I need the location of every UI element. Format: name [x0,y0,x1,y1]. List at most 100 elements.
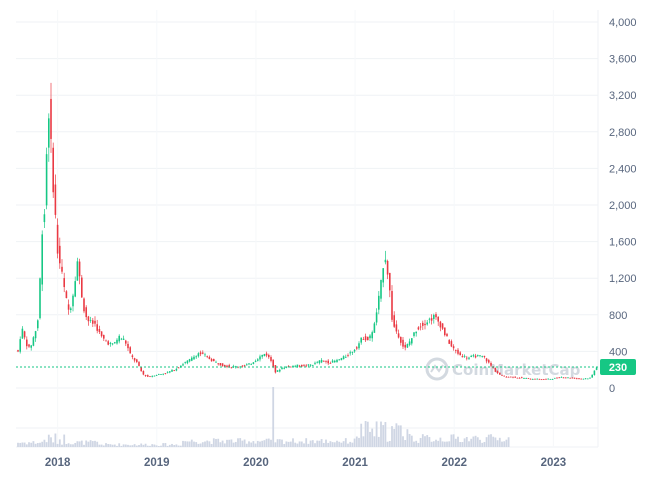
candle [21,326,24,339]
volume-bar [39,442,41,447]
candle [375,308,378,326]
volume-bar [94,440,96,447]
volume-bar [476,437,479,447]
candle [254,359,257,363]
candle [452,344,455,351]
candle [329,361,332,364]
candle [100,331,103,338]
candle [474,353,477,359]
volume-bar [340,442,343,447]
volume-bar [69,444,72,447]
candle [567,377,569,379]
volume-bar [127,444,129,447]
candle [248,363,250,366]
volume-bar [153,444,156,447]
y-tick-label: 0 [609,383,615,395]
volume-bar [498,437,501,447]
candle [356,346,358,351]
candle [578,378,580,380]
candle [188,358,191,363]
volume-bar [96,441,99,447]
candle [472,353,475,358]
volume-bar [76,441,79,447]
candle [19,336,21,354]
volume-bar [166,445,169,447]
volume-bar [384,422,387,447]
volume-bar [102,445,105,447]
volume-bar [175,444,178,447]
candle [257,358,259,362]
candle [367,336,369,341]
volume-bar [87,441,90,447]
candle [446,332,448,337]
volume-bar [116,445,118,447]
volume-bar [237,438,239,447]
y-axis: 0 400 800 1,200 1,600 2,000 2,400 2,800 3,200 3,6… [609,17,637,395]
current-price-label: 230 [609,362,627,374]
candle [336,358,338,363]
volume-bar [72,444,74,447]
volume-bar [410,435,413,447]
volume-bar [28,442,30,447]
volume-bar [395,423,398,447]
candle [298,364,301,368]
volume-bar [413,441,415,447]
volume-bar [267,438,270,447]
candle [204,352,206,358]
candle [507,376,510,378]
volume-bar [160,445,162,447]
volume-bar [351,442,354,447]
volume-bar [197,443,200,447]
candle [501,374,503,376]
candle [246,363,248,366]
candle [70,306,72,313]
candle [470,354,472,358]
volume-bar [327,442,330,447]
volume-bar [507,437,510,447]
volume-bar [358,437,360,447]
candle [268,353,270,359]
candle [540,379,543,381]
candle [314,361,316,366]
volume-bar [221,440,224,447]
x-axis: 2018 2019 2020 2021 2022 2023 [45,457,566,469]
candle [468,356,470,361]
volume-bar [380,421,382,447]
volume-bar [157,445,160,447]
volume-bar [105,443,107,447]
candle [169,371,171,374]
y-tick-label: 1,600 [609,237,637,249]
volume-bar [190,439,193,447]
candle [78,258,81,285]
candle [389,272,391,298]
candle [65,290,68,299]
volume-bar [494,437,497,447]
candle [364,333,367,342]
candle [259,354,261,362]
candle [127,341,129,352]
volume-bar [329,441,332,447]
volume-bar [113,444,116,447]
candle [118,334,120,344]
volume-bar [32,441,35,447]
volume-bar [485,437,488,447]
candle [67,299,70,315]
volume-bar [472,436,475,447]
volume-bar [454,438,457,447]
volume-bar [261,440,264,447]
volume-bar [173,445,176,447]
volume-bar [184,441,187,447]
volume-bar [162,443,165,447]
candle [512,376,514,379]
y-tick-label: 400 [609,346,627,358]
candle [499,372,501,375]
candle [466,355,468,361]
candle [536,378,538,380]
candle [131,354,134,360]
candle [17,349,19,353]
candle [371,330,373,342]
volume-bar [446,441,448,447]
volume-bar [309,440,312,447]
volume-bar [100,444,103,447]
candle [173,369,175,372]
